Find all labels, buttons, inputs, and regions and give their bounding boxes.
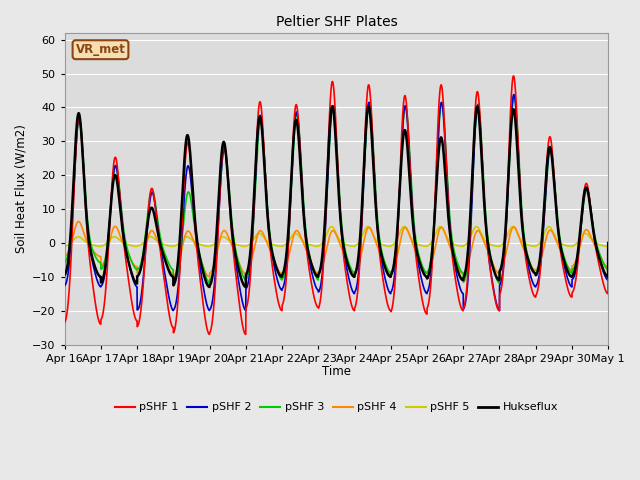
Hukseflux [490, 265, 497, 271]
pSHF 1 [61, 319, 68, 325]
pSHF 1 [458, 307, 466, 313]
Y-axis label: Soil Heat Flux (W/m2): Soil Heat Flux (W/m2) [15, 124, 28, 253]
Hukseflux [458, 277, 466, 283]
Hukseflux [428, 247, 436, 253]
Title: Peltier SHF Plates: Peltier SHF Plates [276, 15, 397, 29]
pSHF 4 [205, 274, 213, 280]
Hukseflux [159, 249, 166, 254]
pSHF 1 [604, 240, 612, 246]
Line: pSHF 2: pSHF 2 [65, 95, 608, 311]
Hukseflux [316, 267, 324, 273]
pSHF 1 [509, 73, 517, 79]
pSHF 3 [604, 240, 612, 246]
pSHF 2 [316, 286, 324, 291]
pSHF 3 [458, 269, 466, 275]
Line: Hukseflux: Hukseflux [65, 107, 608, 287]
pSHF 2 [428, 259, 436, 264]
pSHF 3 [604, 267, 612, 273]
pSHF 5 [159, 241, 166, 247]
pSHF 5 [316, 242, 324, 248]
pSHF 4 [604, 264, 612, 270]
pSHF 4 [316, 268, 324, 274]
pSHF 4 [428, 258, 436, 264]
pSHF 2 [159, 256, 166, 262]
pSHF 2 [489, 282, 497, 288]
pSHF 3 [316, 267, 324, 273]
pSHF 5 [489, 242, 497, 248]
pSHF 4 [458, 270, 466, 276]
Hukseflux [242, 284, 250, 290]
Line: pSHF 3: pSHF 3 [65, 96, 608, 283]
pSHF 5 [604, 240, 612, 246]
pSHF 5 [604, 243, 612, 249]
pSHF 3 [159, 243, 166, 249]
Line: pSHF 1: pSHF 1 [65, 76, 608, 335]
pSHF 2 [495, 308, 503, 313]
pSHF 1 [159, 263, 166, 269]
Hukseflux [365, 104, 372, 109]
Line: pSHF 5: pSHF 5 [65, 227, 608, 246]
pSHF 4 [61, 253, 68, 259]
pSHF 2 [510, 92, 518, 97]
pSHF 4 [159, 250, 166, 256]
pSHF 5 [545, 224, 553, 229]
pSHF 5 [458, 243, 466, 249]
Text: VR_met: VR_met [76, 43, 125, 56]
pSHF 5 [428, 239, 436, 244]
Legend: pSHF 1, pSHF 2, pSHF 3, pSHF 4, pSHF 5, Hukseflux: pSHF 1, pSHF 2, pSHF 3, pSHF 4, pSHF 5, … [110, 398, 563, 417]
pSHF 2 [604, 277, 612, 283]
pSHF 2 [61, 283, 68, 288]
Line: pSHF 4: pSHF 4 [65, 221, 608, 277]
pSHF 4 [604, 240, 612, 246]
pSHF 3 [428, 247, 436, 252]
pSHF 5 [61, 243, 68, 249]
Hukseflux [61, 272, 68, 278]
X-axis label: Time: Time [322, 365, 351, 378]
pSHF 3 [510, 93, 518, 98]
pSHF 3 [489, 264, 497, 269]
pSHF 3 [61, 259, 68, 265]
pSHF 1 [316, 299, 324, 304]
pSHF 1 [604, 291, 612, 297]
pSHF 2 [458, 290, 466, 296]
Hukseflux [604, 274, 612, 280]
pSHF 4 [75, 218, 83, 224]
pSHF 5 [205, 243, 212, 249]
pSHF 3 [495, 280, 503, 286]
pSHF 2 [604, 240, 612, 246]
pSHF 1 [428, 262, 436, 267]
pSHF 1 [242, 332, 250, 337]
Hukseflux [604, 240, 612, 246]
pSHF 4 [490, 262, 497, 267]
pSHF 1 [489, 285, 497, 291]
